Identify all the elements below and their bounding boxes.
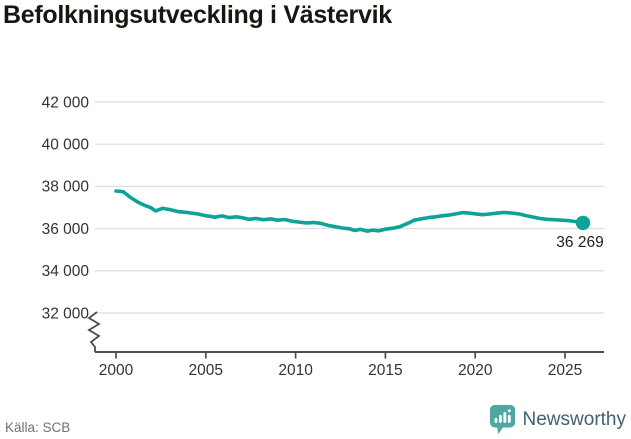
y-tick-label: 42 000	[42, 94, 90, 111]
x-tick-label: 2020	[458, 362, 493, 379]
last-value-label: 36 269	[556, 234, 603, 251]
axis-break-icon	[87, 311, 101, 352]
last-point-marker	[575, 215, 591, 231]
brand-name: Newsworthy	[522, 408, 626, 430]
x-tick-label: 2025	[548, 362, 582, 379]
x-tick-label: 2015	[368, 362, 402, 379]
page-title: Befolkningsutveckling i Västervik	[3, 1, 392, 29]
population-line-chart: 32 000 34 000 36 000 38 000 40 000 42 000 200…	[42, 94, 604, 379]
x-ticks-layer: 2000 2005 2010 2015 2020 2025	[99, 352, 582, 379]
source-credit: Källa: SCB	[5, 420, 71, 435]
newsworthy-bubble-icon	[489, 404, 515, 435]
y-tick-label: 38 000	[42, 179, 90, 196]
series-layer: 36 269	[114, 189, 604, 251]
x-tick-label: 2000	[99, 362, 134, 379]
footer: Källa: SCB Newsworthy	[0, 404, 631, 435]
x-tick-label: 2010	[278, 362, 313, 379]
newsworthy-logo: Newsworthy	[489, 404, 626, 435]
gridlines-layer: 32 000 34 000 36 000 38 000 40 000 42 000	[42, 94, 604, 322]
y-tick-label: 32 000	[42, 305, 90, 322]
y-tick-label: 40 000	[42, 137, 90, 154]
x-tick-label: 2005	[189, 362, 223, 379]
y-tick-label: 36 000	[42, 221, 90, 238]
y-tick-label: 34 000	[42, 263, 90, 280]
population-line	[114, 189, 585, 233]
